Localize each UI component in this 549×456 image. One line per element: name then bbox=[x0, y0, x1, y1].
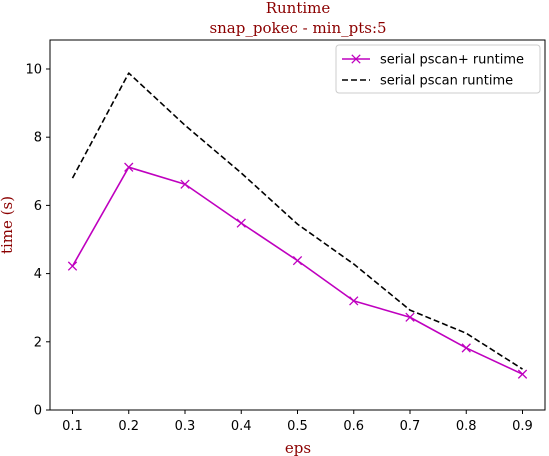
data-point-0-2 bbox=[181, 180, 189, 188]
chart-subtitle: snap_pokec - min_pts:5 bbox=[209, 19, 386, 37]
x-tick-label: 0.4 bbox=[231, 419, 252, 434]
data-point-0-4 bbox=[293, 256, 301, 264]
series-line-1 bbox=[73, 73, 523, 369]
y-tick-label: 6 bbox=[34, 199, 42, 214]
y-tick-label: 10 bbox=[25, 62, 42, 77]
x-tick-label: 0.2 bbox=[118, 419, 139, 434]
data-point-0-5 bbox=[350, 297, 358, 305]
data-point-0-3 bbox=[237, 219, 245, 227]
x-tick-label: 0.3 bbox=[175, 419, 196, 434]
series-line-0 bbox=[73, 167, 523, 374]
data-point-0-6 bbox=[406, 313, 414, 321]
data-point-0-0 bbox=[68, 262, 76, 270]
y-tick-label: 2 bbox=[34, 335, 42, 350]
x-tick-label: 0.8 bbox=[456, 419, 477, 434]
data-point-0-8 bbox=[518, 370, 526, 378]
legend: serial pscan+ runtime serial pscan runtim… bbox=[336, 45, 540, 93]
legend-label-1: serial pscan runtime bbox=[380, 74, 513, 89]
legend-label-0: serial pscan+ runtime bbox=[380, 53, 524, 68]
plot-area bbox=[68, 73, 526, 378]
x-tick-label: 0.5 bbox=[287, 419, 308, 434]
x-axis-label: eps bbox=[285, 439, 311, 456]
y-tick-label: 4 bbox=[34, 267, 42, 282]
y-axis-label: time (s) bbox=[0, 196, 16, 254]
y-tick-label: 0 bbox=[34, 404, 42, 419]
x-tick-label: 0.1 bbox=[62, 419, 83, 434]
x-tick-label: 0.9 bbox=[512, 419, 533, 434]
y-tick-label: 8 bbox=[34, 131, 42, 146]
data-point-0-7 bbox=[462, 344, 470, 352]
data-point-0-1 bbox=[125, 163, 133, 171]
chart-title: Runtime bbox=[266, 0, 331, 17]
x-tick-label: 0.6 bbox=[343, 419, 364, 434]
x-tick-label: 0.7 bbox=[400, 419, 421, 434]
